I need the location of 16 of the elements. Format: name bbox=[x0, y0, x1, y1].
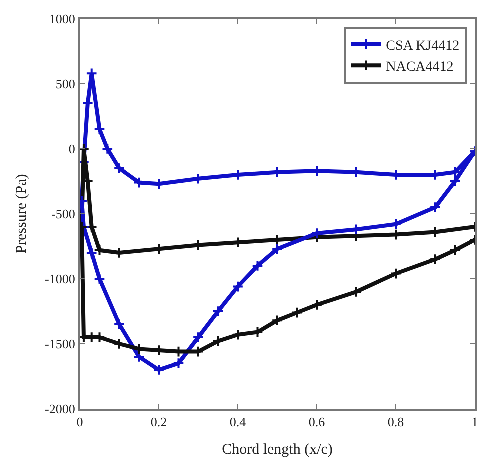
y-tick-label: -1000 bbox=[45, 272, 76, 287]
y-tick-label: -2000 bbox=[45, 402, 76, 417]
x-tick-label: 0.2 bbox=[150, 414, 168, 430]
y-tick-label: 1000 bbox=[49, 12, 76, 27]
y-tick-label: -500 bbox=[52, 206, 76, 222]
x-axis-title: Chord length (x/c) bbox=[222, 442, 333, 458]
x-tick-label: 0.8 bbox=[388, 414, 404, 430]
y-tick-label: 0 bbox=[68, 142, 76, 157]
x-tick-label: 1 bbox=[472, 414, 478, 430]
x-tick-label: 0.4 bbox=[230, 414, 247, 430]
y-tick-label: 500 bbox=[56, 76, 76, 92]
y-tick-label: -1500 bbox=[45, 336, 76, 352]
y-axis-title: Pressure (Pa) bbox=[14, 174, 30, 254]
legend-label: CSA KJ4412 bbox=[386, 38, 460, 54]
legend-label: NACA4412 bbox=[386, 60, 454, 76]
x-tick-label: 0.6 bbox=[308, 414, 326, 430]
